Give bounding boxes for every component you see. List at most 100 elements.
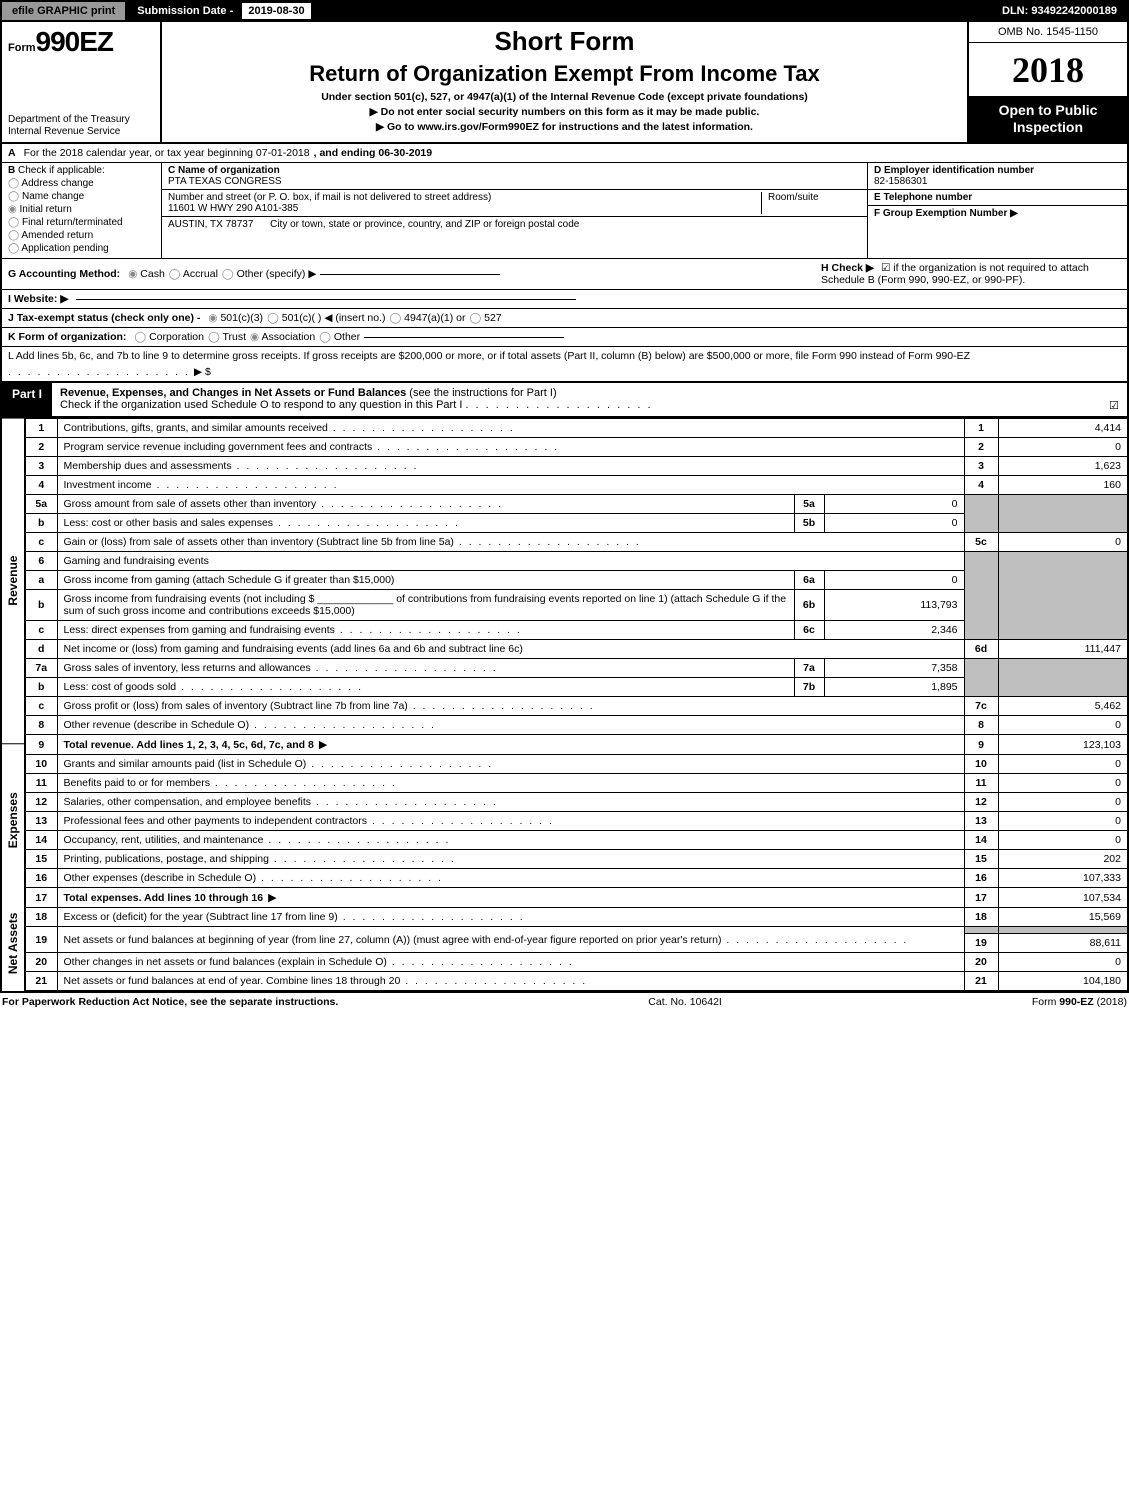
r18-n: 18 [25, 908, 57, 927]
header-sub3: ▶ Go to www.irs.gov/Form990EZ for instru… [172, 121, 957, 133]
j-527[interactable]: 527 [469, 312, 501, 324]
r18-desc: Excess or (deficit) for the year (Subtra… [64, 911, 338, 923]
line-i: I Website: ▶ [0, 290, 1129, 309]
r5b-sn: 5b [794, 514, 824, 533]
r16-n: 16 [25, 869, 57, 888]
chk-name-change[interactable]: Name change [8, 191, 155, 202]
r1-val: 4,414 [998, 419, 1128, 438]
h-checkbox[interactable] [881, 262, 893, 274]
c-label: C Name of organization [168, 165, 861, 176]
r6d-n: d [25, 640, 57, 659]
g-other[interactable]: Other (specify) ▶ [222, 268, 317, 280]
k-assoc[interactable]: Association [250, 331, 315, 343]
j-4947[interactable]: 4947(a)(1) or [390, 312, 466, 324]
chk-final-return[interactable]: Final return/terminated [8, 217, 155, 228]
financial-table-wrap: Revenue Expenses Net Assets 1Contributio… [0, 418, 1129, 993]
r6a-sv: 0 [824, 571, 964, 590]
l-text: L Add lines 5b, 6c, and 7b to line 9 to … [8, 350, 970, 362]
chk-address-change[interactable]: Address change [8, 178, 155, 189]
r7-grey-val [998, 659, 1128, 697]
r13-desc: Professional fees and other payments to … [64, 815, 368, 827]
department: Department of the Treasury Internal Reve… [8, 114, 154, 138]
line-g-h: G Accounting Method: Cash Accrual Other … [0, 259, 1129, 290]
r1-desc: Contributions, gifts, grants, and simila… [64, 422, 328, 434]
row-9: 9Total revenue. Add lines 1, 2, 3, 4, 5c… [25, 735, 1128, 755]
f-label: F Group Exemption Number ▶ [874, 208, 1121, 219]
r9-code: 9 [964, 735, 998, 755]
j-501c[interactable]: 501(c)( ) ◀ (insert no.) [267, 312, 385, 324]
r15-desc: Printing, publications, postage, and shi… [64, 853, 269, 865]
r20-code: 20 [964, 953, 998, 972]
g-cash[interactable]: Cash [128, 268, 165, 280]
d-label: D Employer identification number [874, 165, 1121, 176]
r6b-sn: 6b [794, 590, 824, 621]
r12-val: 0 [998, 793, 1128, 812]
chk-application-pending[interactable]: Application pending [8, 243, 155, 254]
r15-val: 202 [998, 850, 1128, 869]
r3-n: 3 [25, 457, 57, 476]
k-other-input[interactable] [364, 337, 564, 338]
r7b-desc: Less: cost of goods sold [64, 681, 177, 693]
submission-date: Submission Date - 2019-08-30 [127, 2, 992, 20]
section-def: D Employer identification number 82-1586… [867, 163, 1127, 258]
k-trust[interactable]: Trust [208, 331, 246, 343]
j-501c3[interactable]: 501(c)(3) [208, 312, 263, 324]
r19-desc: Net assets or fund balances at beginning… [64, 934, 722, 946]
header-right: OMB No. 1545-1150 2018 Open to Public In… [967, 22, 1127, 142]
r20-n: 20 [25, 953, 57, 972]
part-i-title: Revenue, Expenses, and Changes in Net As… [60, 387, 406, 399]
r7a-sv: 7,358 [824, 659, 964, 678]
submission-label: Submission Date - [137, 5, 236, 17]
row-6: 6Gaming and fundraising events [25, 552, 1128, 571]
j-label: J Tax-exempt status (check only one) - [8, 312, 200, 324]
chk-initial-return[interactable]: Initial return [8, 204, 155, 215]
k-other[interactable]: Other [319, 331, 360, 343]
r7b-n: b [25, 678, 57, 697]
b-label: Check if applicable: [18, 165, 105, 176]
efile-print-button[interactable]: efile GRAPHIC print [2, 2, 127, 20]
r5a-n: 5a [25, 495, 57, 514]
part-i-checkbox[interactable] [1109, 399, 1119, 412]
r6c-n: c [25, 621, 57, 640]
r5a-sv: 0 [824, 495, 964, 514]
form-title: Return of Organization Exempt From Incom… [172, 61, 957, 87]
k-corp[interactable]: Corporation [134, 331, 204, 343]
r10-code: 10 [964, 755, 998, 774]
row-6c: cLess: direct expenses from gaming and f… [25, 621, 1128, 640]
top-bar: efile GRAPHIC print Submission Date - 20… [0, 0, 1129, 22]
r6a-sn: 6a [794, 571, 824, 590]
r8-code: 8 [964, 716, 998, 735]
r21-val: 104,180 [998, 972, 1128, 991]
row-5b: bLess: cost or other basis and sales exp… [25, 514, 1128, 533]
row-1: 1Contributions, gifts, grants, and simil… [25, 419, 1128, 438]
r6c-sn: 6c [794, 621, 824, 640]
r18-code: 18 [964, 908, 998, 927]
g-accrual[interactable]: Accrual [169, 268, 218, 280]
part-i-header: Part I Revenue, Expenses, and Changes in… [0, 382, 1129, 418]
part-i-suffix: (see the instructions for Part I) [409, 387, 556, 399]
g-other-input[interactable] [320, 274, 500, 275]
b-lead: B [8, 165, 15, 176]
chk-amended-return[interactable]: Amended return [8, 230, 155, 241]
side-revenue: Revenue [2, 418, 24, 743]
row-7a: 7aGross sales of inventory, less returns… [25, 659, 1128, 678]
submission-date-value: 2019-08-30 [242, 3, 310, 19]
r2-n: 2 [25, 438, 57, 457]
section-b: B Check if applicable: Address change Na… [2, 163, 162, 258]
website-input[interactable] [76, 299, 576, 300]
row-6b: bGross income from fundraising events (n… [25, 590, 1128, 621]
r7b-sn: 7b [794, 678, 824, 697]
ein-value: 82-1586301 [874, 176, 1121, 187]
r19-grey [964, 927, 998, 934]
header-sub1: Under section 501(c), 527, or 4947(a)(1)… [172, 91, 957, 103]
r5b-n: b [25, 514, 57, 533]
row-21: 21Net assets or fund balances at end of … [25, 972, 1128, 991]
r6b-desc: Gross income from fundraising events (no… [64, 593, 787, 617]
r6c-sv: 2,346 [824, 621, 964, 640]
form-number: Form990EZ [8, 26, 154, 58]
r5c-desc: Gain or (loss) from sale of assets other… [64, 536, 454, 548]
city-cell: AUSTIN, TX 78737 City or town, state or … [162, 217, 867, 232]
r2-code: 2 [964, 438, 998, 457]
part-i-text: Revenue, Expenses, and Changes in Net As… [52, 383, 1127, 416]
addr-value: 11601 W HWY 290 A101-385 [168, 203, 761, 214]
